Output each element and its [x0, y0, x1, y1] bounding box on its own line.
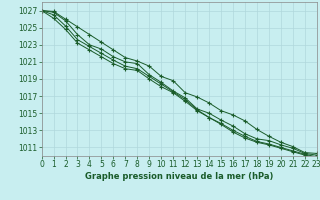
X-axis label: Graphe pression niveau de la mer (hPa): Graphe pression niveau de la mer (hPa)	[85, 172, 273, 181]
